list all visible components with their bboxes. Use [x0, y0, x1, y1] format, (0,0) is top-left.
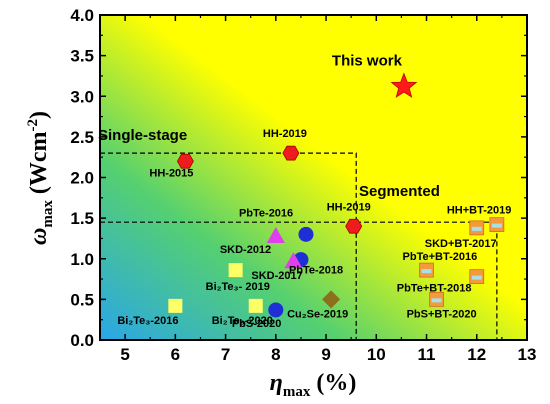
x-axis-subscript: max: [283, 384, 311, 400]
point-2-hexagon: [176, 153, 194, 169]
y-tick-label-4.0: 4.0: [70, 6, 94, 25]
point-16-seg-square: [419, 262, 434, 278]
point-4-hexagon: [345, 218, 363, 234]
y-tick-label-2.0: 2.0: [70, 169, 94, 188]
point-labels: This work HH-2015 HH-2019 HH-2019 PbTe-2016 P…: [117, 53, 511, 330]
x-tick-label-12: 12: [467, 345, 486, 364]
point-18-seg-square-inner: [431, 298, 442, 303]
point-10-square: [228, 263, 243, 278]
point-16-seg-square-inner: [421, 269, 432, 274]
point-12-square: [248, 298, 263, 313]
x-axis-unit: (%): [310, 370, 356, 396]
point-14-seg-square-inner: [491, 223, 502, 228]
point-15-seg-square-inner: [471, 226, 482, 231]
point-9-triangle: [284, 252, 303, 269]
y-axis-unit-sup: -2: [25, 119, 41, 132]
x-tick-label-5: 5: [120, 345, 129, 364]
point-17-seg-square-inner: [471, 275, 482, 280]
axis-ticks: 5 6 7 8 9 10 11 12 13 0.0 0.5 1.0 1.5 2.0 2.5 3.0 3.5 4.0: [70, 6, 536, 364]
x-axis-symbol: η: [270, 370, 283, 396]
y-axis-unit-close: ): [26, 111, 52, 119]
plot-background: [100, 15, 527, 340]
y-tick-label-0.5: 0.5: [70, 290, 94, 309]
point-17-label: PbTe+BT-2018: [397, 283, 472, 295]
y-axis-subscript: max: [40, 200, 56, 228]
point-3-hexagon: [282, 145, 300, 161]
y-axis-symbol: ω: [26, 228, 52, 245]
point-8-label: SKD-2012: [220, 244, 271, 256]
y-axis-unit-open: (Wcm: [26, 131, 52, 200]
point-3-label: HH-2019: [263, 128, 307, 140]
point-5-circle: [298, 226, 314, 242]
point-15-label: SKD+BT-2017: [425, 238, 497, 250]
y-tick-label-3.5: 3.5: [70, 47, 94, 66]
point-1-star: [390, 72, 418, 98]
x-tick-label-7: 7: [221, 345, 230, 364]
point-10-label: Bi₂Te₃- 2019: [206, 281, 270, 293]
y-tick-label-0.0: 0.0: [70, 331, 94, 350]
point-9-label: SKD-2017: [251, 270, 302, 282]
point-11-label: Bi₂Te₃-2016: [117, 315, 178, 327]
point-8-triangle: [266, 227, 285, 243]
x-tick-label-9: 9: [321, 345, 330, 364]
x-tick-label-11: 11: [418, 345, 436, 364]
point-5-label: PbTe-2016: [239, 207, 293, 219]
point-4-label: HH-2019: [327, 201, 371, 213]
point-16-label: PbTe+BT-2016: [403, 251, 478, 263]
point-7-label: PbS-2020: [232, 318, 282, 330]
point-13-label: Cu₂Se-2019: [287, 308, 348, 320]
y-tick-label-1.0: 1.0: [70, 250, 94, 269]
point-13-diamond: [322, 290, 341, 309]
point-17-seg-square: [469, 269, 485, 285]
point-14-seg-square: [489, 217, 505, 233]
region-label-1: Single-stage: [98, 127, 187, 144]
point-18-label: PbS+BT-2020: [407, 308, 477, 320]
point-1-label: This work: [332, 53, 403, 70]
point-11-square: [168, 298, 183, 313]
region-boxes: Single-stage Segmented: [98, 127, 498, 340]
y-axis-title: ωmax (Wcm-2): [25, 111, 56, 245]
x-tick-label-13: 13: [518, 345, 537, 364]
y-tick-label-1.5: 1.5: [70, 209, 94, 228]
data-points: [168, 72, 505, 318]
x-tick-label-6: 6: [171, 345, 180, 364]
y-tick-label-2.5: 2.5: [70, 128, 94, 147]
point-18-seg-square: [429, 291, 444, 307]
point-15-seg-square: [469, 220, 485, 236]
y-tick-label-3.0: 3.0: [70, 87, 94, 106]
point-6-label: PbTe-2018: [289, 265, 343, 277]
point-12-label: Bi₂Te₃-2020: [212, 315, 273, 327]
region-box-1: [100, 152, 357, 340]
axis-titles: ηmax (%)ωmax (Wcm-2): [25, 111, 356, 400]
region-label-2: Segmented: [359, 183, 440, 200]
point-14-label: HH+BT-2019: [447, 205, 512, 217]
point-7-circle: [268, 302, 284, 318]
x-tick-label-8: 8: [271, 345, 280, 364]
point-2-label: HH-2015: [149, 167, 193, 179]
x-axis-title: ηmax (%): [270, 370, 357, 400]
x-tick-label-10: 10: [367, 345, 386, 364]
